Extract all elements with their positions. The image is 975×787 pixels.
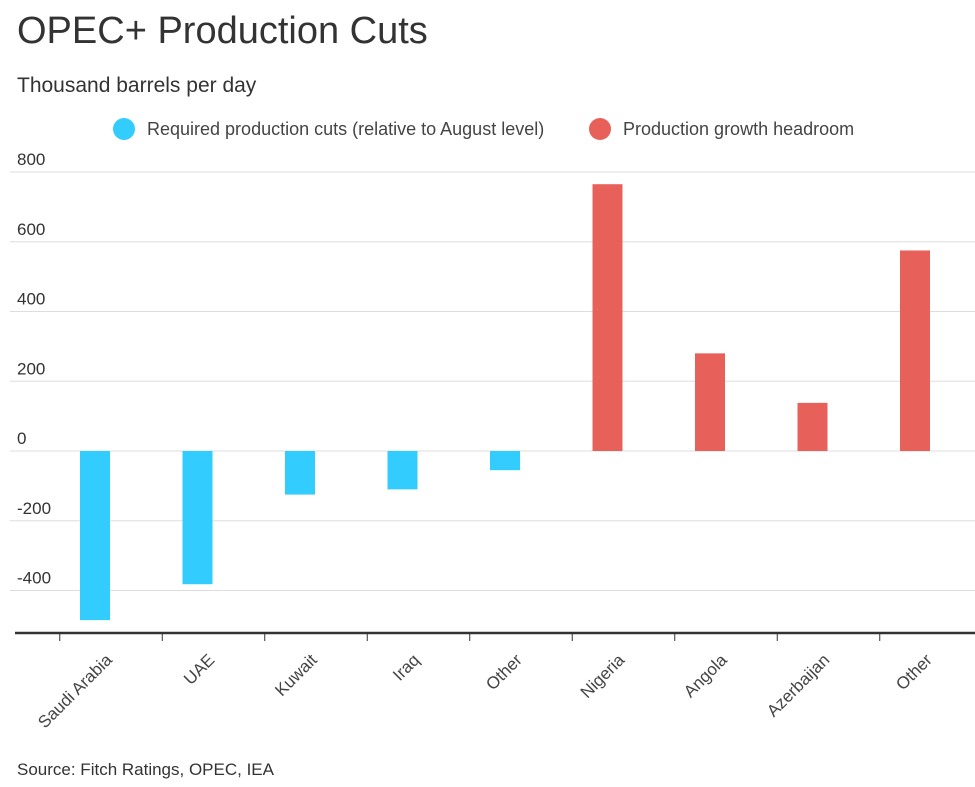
y-tick-label: 200	[17, 359, 45, 378]
chart-legend: Required production cuts (relative to Au…	[0, 118, 975, 146]
x-tick-label: Kuwait	[271, 650, 321, 700]
bar	[695, 353, 725, 451]
legend-item-cuts: Required production cuts (relative to Au…	[113, 118, 544, 140]
legend-label-cuts: Required production cuts (relative to Au…	[147, 118, 545, 139]
chart-title: OPEC+ Production Cuts	[17, 10, 428, 52]
legend-swatch-cuts	[113, 118, 135, 140]
x-tick-label: UAE	[180, 650, 218, 688]
bar	[80, 451, 110, 621]
y-tick-label: 0	[17, 429, 26, 448]
x-tick-label: Nigeria	[577, 650, 629, 702]
x-tick-label: Iraq	[389, 650, 423, 684]
chart-subtitle: Thousand barrels per day	[17, 74, 257, 97]
x-tick-label: Angola	[680, 650, 731, 701]
bar	[182, 451, 213, 585]
bar	[285, 451, 315, 495]
bar	[797, 402, 828, 451]
bar	[592, 184, 623, 452]
y-tick-label: -400	[17, 569, 51, 588]
bar-chart: 800 600 400 200 0 -200 -400 Saudi Arabia UAE Kuwa…	[10, 150, 975, 732]
y-tick-label: 600	[17, 220, 45, 239]
bar	[900, 250, 930, 451]
x-tick-label: Azerbaijan	[763, 650, 833, 720]
y-tick-label: 800	[17, 150, 45, 169]
legend-swatch-headroom	[589, 118, 611, 140]
x-tick-label: Saudi Arabia	[34, 650, 116, 732]
x-tick-label: Other	[892, 650, 936, 694]
y-tick-label: 400	[17, 290, 45, 309]
y-tick-label: -200	[17, 499, 51, 518]
legend-item-headroom: Production growth headroom	[589, 118, 854, 140]
bar	[490, 451, 520, 471]
x-tick-label: Other	[482, 650, 526, 694]
source-note: Source: Fitch Ratings, OPEC, IEA	[17, 760, 274, 779]
bar	[387, 451, 418, 490]
legend-label-headroom: Production growth headroom	[623, 118, 855, 139]
